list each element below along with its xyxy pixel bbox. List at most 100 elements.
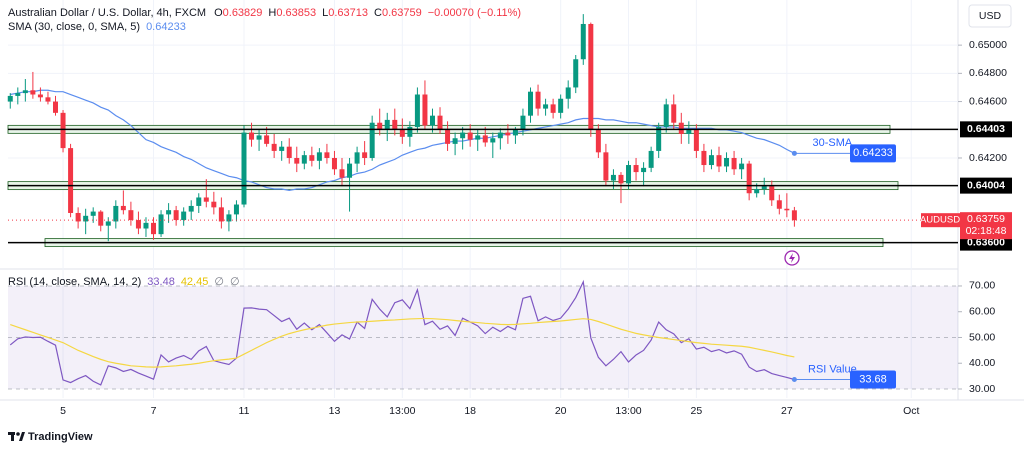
- rsi-value: 33.48: [147, 276, 175, 288]
- symbol-label-box: [921, 213, 960, 228]
- series-line: [10, 89, 795, 192]
- callout-value: 33.68: [859, 373, 887, 385]
- candle-body: [7, 95, 13, 102]
- alert-icon[interactable]: [784, 250, 800, 266]
- candle-body: [678, 122, 684, 134]
- candle-body: [98, 211, 104, 226]
- level-label-box: [960, 121, 1012, 138]
- callout-text: 30-SMA: [813, 137, 853, 149]
- rsi-extra: ∅: [230, 276, 240, 288]
- candle-body: [241, 132, 247, 205]
- candle-body: [53, 101, 58, 113]
- candle-body: [701, 150, 707, 166]
- candle-body: [422, 94, 428, 126]
- price-change: −0.00070 (−0.11%): [428, 7, 521, 19]
- alert-bolt[interactable]: [789, 253, 795, 263]
- callout-box: [850, 144, 896, 163]
- candle-body: [83, 215, 89, 222]
- candle-body: [535, 91, 541, 109]
- tradingview-logo: TradingView: [8, 431, 93, 443]
- x-tick-label: 13: [329, 405, 341, 417]
- rsi-sma-value: 42.45: [181, 276, 209, 288]
- candle-body: [392, 119, 398, 130]
- candle-body: [407, 126, 413, 137]
- candle-body: [22, 90, 28, 94]
- candle-body: [475, 135, 481, 140]
- callout-text: RSI Value: [808, 363, 857, 375]
- ohlc-value: 0.63829: [223, 7, 263, 19]
- x-tick-label: 27: [781, 405, 793, 417]
- callout-dot: [791, 150, 797, 156]
- candle-body: [588, 23, 594, 130]
- candle-body: [37, 94, 43, 98]
- candle-body: [331, 157, 337, 170]
- plot-layer: 5 7 11 13 13:00 18 20 13:00 25 27 Oct 0.65000 0.6480…: [7, 0, 1012, 417]
- candle-body: [301, 155, 307, 164]
- candle-body: [211, 201, 217, 208]
- candle-body: [543, 104, 549, 109]
- candle-body: [565, 87, 571, 99]
- y-tick-label: 60.00: [969, 306, 995, 318]
- ohlc-value: 0.63713: [328, 7, 368, 19]
- candle-body: [75, 212, 81, 222]
- currency-label[interactable]: USD: [979, 10, 1002, 22]
- candle-body: [739, 163, 745, 170]
- price-legend: Australian Dollar / U.S. Dollar, 4h, FXC…: [8, 7, 521, 19]
- candle-body: [429, 115, 435, 126]
- candle-body: [399, 129, 405, 137]
- x-tick-label: Oct: [903, 405, 919, 417]
- candle-body: [218, 207, 224, 222]
- candle-body: [626, 165, 632, 184]
- candle-body: [497, 132, 503, 139]
- candle-body: [528, 91, 533, 116]
- candle-body: [181, 211, 187, 221]
- currency-button[interactable]: [968, 4, 1012, 28]
- candle-body: [708, 155, 714, 166]
- candle-body: [256, 135, 262, 140]
- series-line: [9, 279, 795, 386]
- x-tick-label: 7: [151, 405, 157, 417]
- candle-body: [693, 129, 699, 151]
- ohlc-value: 0.63759: [382, 7, 422, 19]
- candle-body: [279, 146, 285, 151]
- candle-body: [286, 146, 292, 158]
- candle-body: [384, 119, 390, 130]
- x-tick-label: 13:00: [615, 405, 641, 417]
- candle-body: [309, 155, 315, 161]
- candle-body: [633, 165, 639, 173]
- x-tick-label: 25: [691, 405, 703, 417]
- last-price-label: 0.63759: [967, 213, 1005, 225]
- ohlc-value: 0.63853: [276, 7, 316, 19]
- candle-body: [324, 152, 330, 158]
- candle-body: [648, 150, 654, 168]
- candle-body: [686, 129, 692, 134]
- candle-body: [249, 132, 255, 140]
- candle-body: [724, 157, 730, 167]
- y-tick-label: 0.64200: [969, 152, 1007, 164]
- candle-body: [784, 208, 790, 211]
- candle-body: [663, 104, 669, 127]
- candle-body: [196, 197, 202, 206]
- rsi-legend: RSI (14, close, SMA, 14, 2) 33.48 42.45 ∅ ∅: [8, 276, 240, 288]
- candle-body: [769, 186, 775, 201]
- candle-body: [610, 174, 616, 181]
- level-label-box: [960, 177, 1012, 194]
- candle-body: [264, 135, 270, 144]
- ohlc-label: O: [214, 7, 223, 19]
- candle-body: [233, 204, 239, 215]
- candle-body: [68, 148, 74, 213]
- candle-body: [294, 157, 300, 164]
- candle-body: [656, 126, 662, 151]
- candle-body: [490, 138, 496, 143]
- candle-body: [445, 129, 451, 144]
- candle-body: [369, 122, 375, 158]
- rsi-title: RSI (14, close, SMA, 14, 2): [8, 276, 141, 288]
- y-tick-label: 0.65000: [969, 39, 1007, 51]
- candle-body: [15, 93, 21, 96]
- candle-body: [452, 138, 458, 144]
- candle-body: [558, 98, 564, 113]
- logo-shape: [11, 432, 14, 441]
- candle-body: [482, 135, 488, 143]
- candle-body: [316, 152, 322, 161]
